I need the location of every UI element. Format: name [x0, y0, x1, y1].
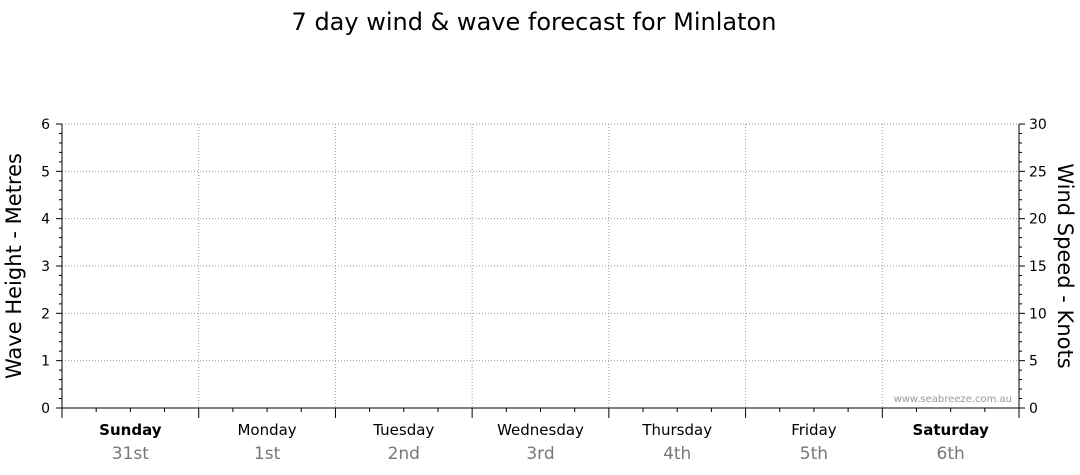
- right-tick-label: 15: [1029, 259, 1047, 275]
- right-axis-title: Wind Speed - Knots: [1053, 163, 1077, 368]
- left-axis-ticks: 0 1 2 3 4 5 6: [41, 117, 62, 417]
- left-tick-label: 0: [41, 401, 50, 417]
- left-tick-label: 4: [41, 212, 50, 228]
- right-tick-label: 30: [1029, 117, 1047, 133]
- day-label: Saturday: [912, 421, 989, 439]
- left-tick-label: 5: [41, 164, 50, 180]
- date-label: 4th: [663, 444, 691, 464]
- day-label: Sunday: [99, 421, 162, 439]
- left-tick-label: 1: [41, 354, 50, 370]
- day-label: Friday: [791, 421, 837, 439]
- date-label: 3rd: [526, 444, 554, 464]
- left-tick-label: 2: [41, 306, 50, 322]
- date-label: 31st: [112, 444, 149, 464]
- watermark: www.seabreeze.com.au: [894, 394, 1012, 405]
- right-tick-label: 25: [1029, 164, 1047, 180]
- right-tick-label: 10: [1029, 306, 1047, 322]
- chart-title: 7 day wind & wave forecast for Minlaton: [292, 8, 777, 36]
- right-tick-label: 5: [1029, 354, 1038, 370]
- x-axis-labels: Sunday 31st Monday 1st Tuesday 2nd Wednesday 3r…: [61, 408, 1020, 464]
- date-label: 5th: [800, 444, 828, 464]
- left-tick-label: 6: [41, 117, 50, 133]
- day-label: Thursday: [641, 421, 712, 439]
- right-tick-label: 20: [1029, 212, 1047, 228]
- right-axis-ticks: 0 5 10 15 20 25 30: [1019, 117, 1047, 417]
- day-label: Tuesday: [372, 421, 434, 439]
- right-tick-label: 0: [1029, 401, 1038, 417]
- day-label: Monday: [237, 421, 296, 439]
- left-axis-title: Wave Height - Metres: [2, 153, 26, 379]
- day-label: Wednesday: [497, 421, 584, 439]
- grid: [62, 123, 1019, 408]
- left-tick-label: 3: [41, 259, 50, 275]
- date-label: 1st: [254, 444, 281, 464]
- date-label: 2nd: [388, 444, 420, 464]
- date-label: 6th: [937, 444, 965, 464]
